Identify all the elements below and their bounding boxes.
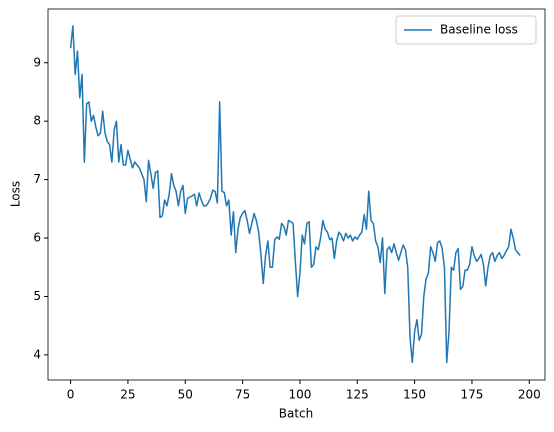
- y-tick-label: 7: [33, 172, 41, 186]
- plot-frame: [47, 8, 546, 381]
- x-tick-label: 25: [120, 388, 135, 402]
- y-axis-label: Loss: [9, 181, 23, 207]
- y-tick-label: 4: [33, 347, 41, 361]
- x-axis-label: Batch: [279, 407, 314, 421]
- legend-label: Baseline loss: [440, 23, 518, 37]
- legend-box: [395, 15, 537, 45]
- loss-line: [69, 25, 521, 364]
- x-tick-label: 125: [346, 388, 369, 402]
- x-tick-label: 150: [403, 388, 426, 402]
- y-tick-label: 9: [33, 55, 41, 69]
- x-tick-label: 75: [235, 388, 250, 402]
- x-tick-label: 200: [518, 388, 541, 402]
- x-tick-label: 0: [67, 388, 75, 402]
- x-tick-label: 100: [288, 388, 311, 402]
- x-tick-label: 175: [460, 388, 483, 402]
- y-tick-label: 5: [33, 289, 41, 303]
- y-tick-label: 6: [33, 231, 41, 245]
- x-tick-label: 50: [178, 388, 193, 402]
- y-tick-label: 8: [33, 114, 41, 128]
